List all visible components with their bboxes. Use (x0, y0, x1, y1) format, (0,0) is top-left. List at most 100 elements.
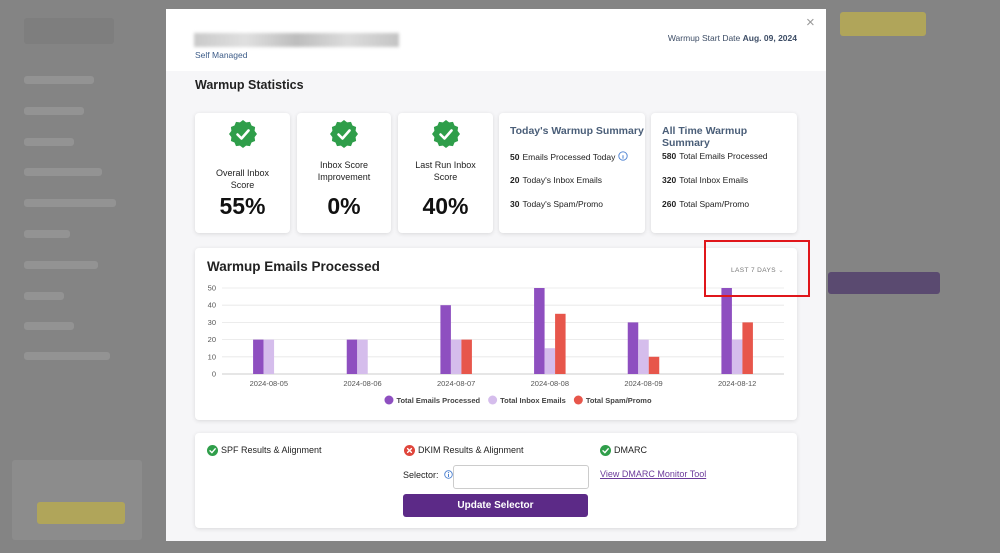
badge-check (235, 129, 250, 140)
account-type: Self Managed (195, 50, 248, 60)
start-date: Warmup Start Date Aug. 09, 2024 (668, 33, 797, 43)
check-icon (600, 445, 611, 456)
x-tick-label: 2024-08-08 (531, 379, 569, 388)
bar (742, 322, 753, 374)
summary-count: 50 (510, 152, 520, 162)
y-tick-label: 0 (212, 370, 216, 379)
sidebar-item (24, 322, 74, 330)
bar (253, 339, 264, 374)
summary-label: Total Inbox Emails (679, 175, 749, 185)
logo (24, 18, 114, 44)
sidebar-item (24, 76, 94, 84)
summary-label: Total Spam/Promo (679, 199, 750, 209)
summary-item: 320 Total Inbox Emails (662, 175, 748, 185)
check-badge (330, 120, 358, 148)
summary-label: Today's Spam/Promo (522, 199, 603, 209)
summary-label: Emails Processed Today (522, 152, 616, 162)
highlight-box (704, 240, 810, 297)
bar (534, 288, 545, 374)
info-icon (618, 151, 629, 161)
bar (440, 305, 451, 374)
check-icon (207, 445, 218, 456)
badge-shape (330, 120, 358, 148)
summary-title: All Time Warmup Summary (662, 125, 748, 149)
summary-item: 580 Total Emails Processed (662, 151, 768, 161)
plan-box (12, 460, 142, 540)
sidebar-item (24, 168, 102, 176)
bar (555, 313, 566, 374)
summary-label: Today's Inbox Emails (522, 175, 603, 185)
score-label: Overall Inbox Score (215, 168, 270, 190)
check-mark (602, 448, 609, 454)
check-mark (209, 448, 216, 454)
sidebar-item (24, 107, 84, 115)
x-tick-label: 2024-08-09 (624, 379, 662, 388)
score-label: Inbox Score Improvement (317, 160, 371, 182)
check-mark (406, 447, 413, 454)
score-card: Overall Inbox Score 55% (195, 113, 290, 233)
summary-item: 20 Today's Inbox Emails (510, 175, 602, 185)
summary-count: 30 (510, 199, 520, 209)
summary-count: 580 (662, 151, 677, 161)
bar (638, 339, 649, 374)
check-label: DMARC (614, 445, 647, 455)
check-icon (404, 445, 415, 456)
modal: × Self Managed Warmup Start Date Aug. 09… (166, 9, 826, 541)
legend-label: Total Inbox Emails (500, 396, 566, 405)
summary-item: 260 Total Spam/Promo (662, 199, 749, 209)
info-icon (444, 470, 453, 479)
blurred-name (194, 33, 399, 47)
score-value: 55% (219, 193, 266, 219)
score-card: Inbox Score Improvement 0% (297, 113, 391, 233)
score-card: Last Run Inbox Score 40% (398, 113, 493, 233)
check-badge (431, 120, 460, 148)
summary-count: 260 (662, 199, 677, 209)
dmarc-link[interactable]: View DMARC Monitor Tool (600, 469, 707, 479)
sidebar-item (24, 352, 110, 360)
info-ring (618, 151, 629, 161)
top-button (840, 12, 926, 36)
bar (450, 339, 462, 374)
sidebar-item (24, 138, 74, 146)
upgrade-button (37, 502, 125, 524)
x-tick-label: 2024-08-12 (718, 379, 756, 388)
badge-shape (431, 120, 460, 148)
section-title: Warmup Statistics (195, 78, 304, 92)
score-value: 0% (327, 193, 361, 219)
x-tick-label: 2024-08-05 (250, 379, 288, 388)
y-tick-label: 30 (208, 318, 216, 327)
y-tick-label: 10 (208, 352, 216, 361)
range-select-label: LAST 7 DAYS (731, 267, 776, 274)
selector-input[interactable] (453, 465, 589, 489)
check-badge (228, 120, 257, 148)
close-button[interactable]: × (806, 14, 815, 31)
summary-item: 30 Today's Spam/Promo (510, 199, 603, 209)
check-circle (600, 445, 611, 456)
sidebar-item (24, 199, 116, 207)
dns-card: SPF Results & Alignment DKIM Results & Al… (195, 433, 797, 528)
range-select[interactable]: LAST 7 DAYS ⌄ (731, 267, 785, 274)
bar (721, 288, 732, 374)
chart-card: Warmup Emails Processed LAST 7 DAYS ⌄ 0 1… (195, 248, 797, 420)
y-tick-label: 50 (208, 284, 216, 293)
legend-marker (384, 395, 394, 405)
legend-marker (573, 395, 583, 405)
update-selector-button[interactable]: Update Selector (403, 494, 588, 517)
check-label: DKIM Results & Alignment (418, 445, 524, 455)
legend-marker (488, 395, 498, 405)
x-tick-label: 2024-08-06 (343, 379, 381, 388)
action-button (828, 272, 940, 294)
badge-check (438, 129, 453, 140)
summary-count: 20 (510, 175, 520, 185)
y-tick-label: 20 (208, 335, 216, 344)
bar (627, 322, 639, 374)
bar (731, 339, 743, 374)
start-date-label: Warmup Start Date (667, 33, 741, 43)
check-circle (207, 445, 218, 456)
chart: 0 10 20 30 40 50 2024-08-05 2024-08-06 2024-08-0… (208, 284, 784, 405)
summary-count: 320 (662, 175, 677, 185)
legend-label: Total Emails Processed (396, 396, 480, 405)
sidebar-item (24, 292, 64, 300)
bar (346, 339, 358, 374)
